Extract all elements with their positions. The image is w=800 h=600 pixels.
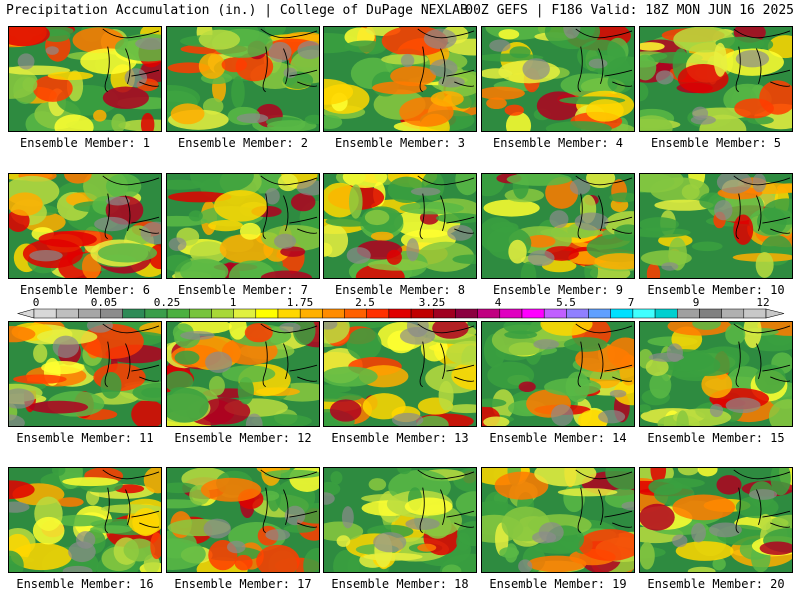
ensemble-member-caption: Ensemble Member: 2 [177,136,309,150]
ensemble-member-caption: Ensemble Member: 9 [492,283,624,297]
ensemble-map-panel [639,321,793,427]
color-scale-label: 3.25 [418,296,446,309]
ensemble-member-caption: Ensemble Member: 6 [19,283,151,297]
ensemble-member-caption: Ensemble Member: 10 [647,283,785,297]
ensemble-map-panel [323,173,477,279]
ensemble-map-panel [323,321,477,427]
ensemble-map-panel [481,26,635,132]
model-run-info: 00Z GEFS | F186 Valid: 18Z MON JUN 16 20… [465,3,794,18]
color-scale-label: 2.5 [355,296,375,309]
color-scale-label: 1 [229,296,237,309]
color-scale-label: 0.25 [153,296,181,309]
ensemble-member-caption: Ensemble Member: 13 [331,431,469,445]
color-scale-label: 7 [627,296,635,309]
chart-title: Precipitation Accumulation (in.) | Colle… [6,3,468,18]
ensemble-member-caption: Ensemble Member: 19 [489,577,627,591]
ensemble-map-panel [481,467,635,573]
ensemble-member-caption: Ensemble Member: 7 [177,283,309,297]
ensemble-map-panel [639,26,793,132]
ensemble-member-caption: Ensemble Member: 8 [334,283,466,297]
color-scale-label: 5.5 [556,296,576,309]
ensemble-map-panel [323,26,477,132]
ensemble-member-caption: Ensemble Member: 14 [489,431,627,445]
ensemble-map-panel [166,321,320,427]
color-scale-label: 0 [32,296,40,309]
ensemble-map-panel [8,467,162,573]
ensemble-map-panel [8,26,162,132]
ensemble-member-caption: Ensemble Member: 5 [650,136,782,150]
ensemble-map-panel [166,26,320,132]
ensemble-map-panel [639,173,793,279]
color-scale-label: 0.05 [90,296,118,309]
ensemble-member-caption: Ensemble Member: 20 [647,577,785,591]
ensemble-member-caption: Ensemble Member: 15 [647,431,785,445]
color-scale-label: 1.75 [286,296,314,309]
color-scale-label: 4 [494,296,502,309]
ensemble-map-panel [323,467,477,573]
ensemble-member-caption: Ensemble Member: 11 [16,431,154,445]
ensemble-map-panel [166,467,320,573]
ensemble-map-panel [639,467,793,573]
color-scale-label: 9 [692,296,700,309]
ensemble-map-panel [166,173,320,279]
ensemble-map-panel [481,173,635,279]
ensemble-map-panel [8,173,162,279]
ensemble-member-caption: Ensemble Member: 4 [492,136,624,150]
color-scale-label: 12 [756,296,770,309]
ensemble-member-caption: Ensemble Member: 16 [16,577,154,591]
ensemble-member-caption: Ensemble Member: 12 [174,431,312,445]
ensemble-map-panel [481,321,635,427]
ensemble-member-caption: Ensemble Member: 1 [19,136,151,150]
ensemble-member-caption: Ensemble Member: 18 [331,577,469,591]
ensemble-member-caption: Ensemble Member: 17 [174,577,312,591]
ensemble-member-caption: Ensemble Member: 3 [334,136,466,150]
ensemble-map-panel [8,321,162,427]
